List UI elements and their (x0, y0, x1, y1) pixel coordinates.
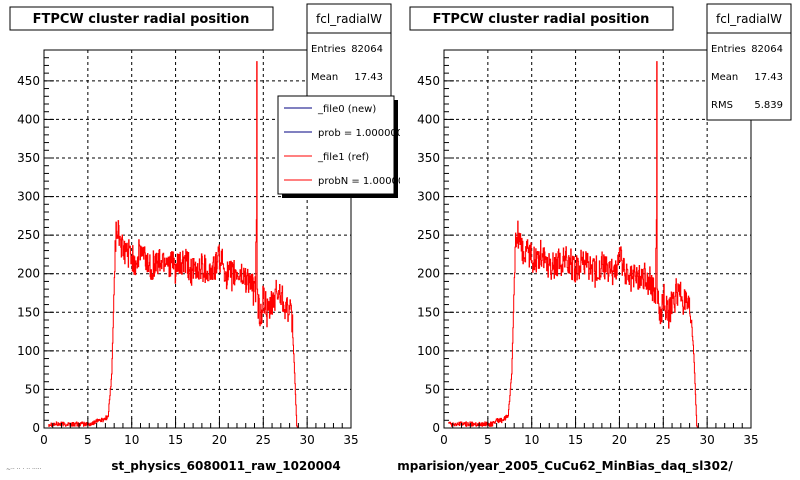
right-y-tick-label: 0 (432, 421, 440, 435)
right-stats-mean-label: Mean (711, 72, 738, 83)
left-x-tick-label: 30 (300, 433, 315, 447)
right-y-tick-label: 400 (417, 112, 440, 126)
right-y-tick-label: 300 (417, 190, 440, 204)
right-stats-rms-value: 5.839 (754, 100, 783, 111)
left-y-tick-label: 100 (17, 344, 40, 358)
left-x-axis-label: st_physics_6080011_raw_1020004 (111, 459, 340, 474)
left-stats-box: fcl_radialW Entries 82064 Mean 17.43 (306, 3, 392, 97)
left-x-tick-label: 15 (168, 433, 183, 447)
right-stats-rms-label: RMS (711, 100, 733, 111)
left-x-tick-label: 5 (84, 433, 92, 447)
left-legend: _file0 (new) prob = 1.000000 _file1 (ref… (277, 95, 411, 198)
legend-entry-ref: _file1 (ref) (317, 152, 369, 163)
right-y-tick-label: 100 (417, 344, 440, 358)
left-y-tick-label: 400 (17, 112, 40, 126)
left-chart-title: FTPCW cluster radial position (33, 12, 250, 27)
right-series-group (448, 61, 698, 428)
left-y-tick-label: 250 (17, 228, 40, 242)
left-stats-entries-label: Entries (311, 44, 346, 55)
left-x-tick-label: 10 (124, 433, 139, 447)
right-x-axis-label: mparision/year_2005_CuCu62_MinBias_daq_s… (397, 459, 733, 474)
right-x-tick-label: 25 (656, 433, 671, 447)
left-histogram-panel: 0 5 10 15 20 25 30 3505010015020025030035040045… (9, 3, 411, 474)
left-y-tick-label: 50 (25, 382, 40, 396)
right-stats-entries-value: 82064 (751, 44, 783, 55)
left-y-tick-label: 350 (17, 151, 40, 165)
right-y-tick-label: 200 (417, 267, 440, 281)
right-x-tick-label: 30 (700, 433, 715, 447)
right-x-tick-label: 5 (484, 433, 492, 447)
right-plot-frame (443, 49, 752, 429)
legend-entry-probn: probN = 1.000000 (318, 176, 411, 187)
left-stats-mean-label: Mean (311, 72, 338, 83)
left-ticks: 0 5 10 15 20 25 30 3505010015020025030035040045… (17, 57, 359, 447)
right-y-tick-label: 350 (417, 151, 440, 165)
left-x-tick-label: 20 (212, 433, 227, 447)
right-x-tick-label: 0 (440, 433, 448, 447)
right-stats-name: fcl_radialW (716, 12, 782, 26)
left-series-group (48, 61, 298, 428)
right-stats-entries-label: Entries (711, 44, 746, 55)
left-y-tick-label: 0 (32, 421, 40, 435)
left-x-tick-label: 25 (256, 433, 271, 447)
left-plot-frame (43, 49, 352, 429)
legend-entry-new: _file0 (new) (317, 104, 376, 115)
left-x-tick-label: 35 (343, 433, 358, 447)
right-y-tick-label: 450 (417, 74, 440, 88)
left-stats-name: fcl_radialW (316, 12, 382, 26)
right-histogram-line-0 (448, 61, 698, 428)
left-y-tick-label: 300 (17, 190, 40, 204)
right-ticks: 0 5 10 15 20 25 30 3505010015020025030035040045… (417, 57, 759, 447)
right-stats-mean-value: 17.43 (754, 72, 783, 83)
left-y-tick-label: 150 (17, 305, 40, 319)
left-stats-entries-value: 82064 (351, 44, 383, 55)
right-chart-title: FTPCW cluster radial position (433, 12, 650, 27)
legend-box (277, 95, 395, 195)
right-y-tick-label: 250 (417, 228, 440, 242)
right-stats-box: fcl_radialW Entries 82064 Mean 17.43 RMS… (706, 3, 792, 121)
right-x-tick-label: 10 (524, 433, 539, 447)
left-x-tick-label: 0 (40, 433, 48, 447)
right-x-tick-label: 15 (568, 433, 583, 447)
corner-label: ~·· ·· · ·· ····· (6, 466, 42, 473)
right-title-box: FTPCW cluster radial position (409, 6, 674, 31)
right-y-tick-label: 150 (417, 305, 440, 319)
left-y-tick-label: 450 (17, 74, 40, 88)
left-stats-mean-value: 17.43 (354, 72, 383, 83)
right-x-tick-label: 35 (743, 433, 758, 447)
left-histogram-line-0 (48, 61, 298, 428)
right-histogram-panel: 0 5 10 15 20 25 30 3505010015020025030035040045… (397, 0, 800, 480)
right-y-tick-label: 50 (425, 382, 440, 396)
right-x-tick-label: 20 (612, 433, 627, 447)
left-y-tick-label: 200 (17, 267, 40, 281)
left-title-box: FTPCW cluster radial position (9, 6, 274, 31)
legend-entry-prob: prob = 1.000000 (318, 128, 403, 139)
